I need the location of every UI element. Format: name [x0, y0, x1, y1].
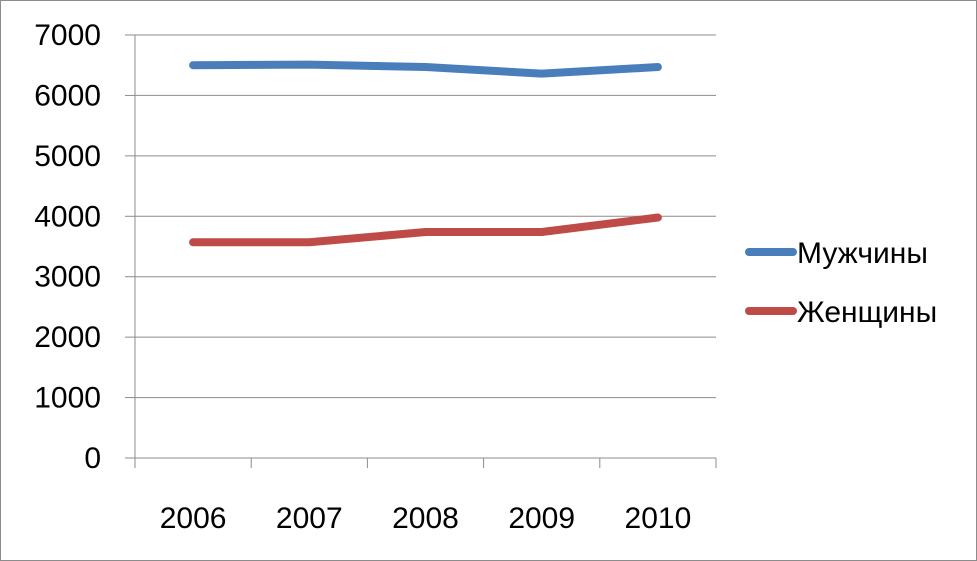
y-tick-label: 0 — [84, 442, 101, 475]
y-tick-label: 7000 — [34, 19, 101, 52]
data-point — [425, 231, 426, 233]
series-line-2 — [189, 213, 662, 247]
y-tick-label: 1000 — [34, 382, 101, 415]
series-line-1 — [189, 60, 662, 78]
y-tick-label: 6000 — [34, 79, 101, 112]
data-point — [192, 241, 194, 243]
data-point — [657, 66, 659, 68]
x-tick-label: 2008 — [392, 502, 459, 535]
data-point — [541, 231, 543, 233]
x-tick-label: 2010 — [625, 502, 692, 535]
x-tick-label: 2009 — [508, 502, 575, 535]
data-point — [425, 66, 426, 68]
y-tick-label: 3000 — [34, 261, 101, 294]
x-tick-label: 2007 — [276, 502, 343, 535]
y-tick-label: 2000 — [34, 321, 101, 354]
legend-label: Мужчины — [797, 237, 928, 270]
data-point — [657, 216, 659, 218]
y-tick-label: 4000 — [34, 200, 101, 233]
data-point — [192, 64, 194, 66]
data-point — [308, 241, 310, 243]
data-point — [308, 64, 310, 66]
data-point — [541, 73, 543, 75]
legend-label: Женщины — [797, 296, 937, 329]
x-tick-label: 2006 — [160, 502, 227, 535]
y-tick-label: 5000 — [34, 140, 101, 173]
